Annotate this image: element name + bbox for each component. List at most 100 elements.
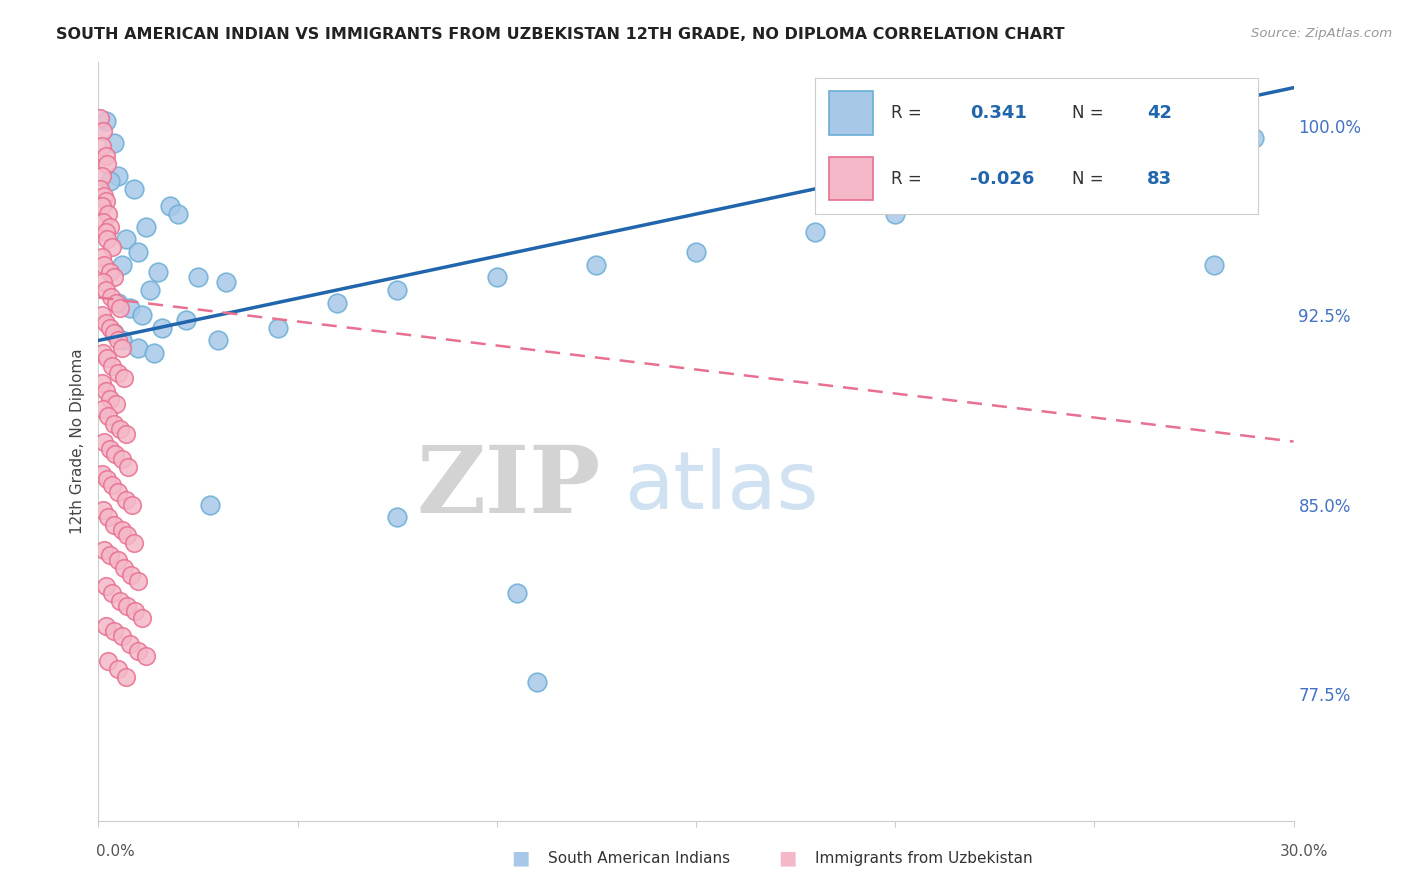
Point (94, 384, 117, 398)
Point (91, 275, 114, 289)
Point (124, 604, 146, 618)
Point (115, 528, 138, 542)
Point (98, 219, 122, 234)
Point (107, 485, 129, 500)
Point (91, 124, 114, 138)
Point (124, 182, 146, 196)
Point (111, 341, 134, 355)
Point (93, 258, 115, 272)
Text: SOUTH AMERICAN INDIAN VS IMMIGRANTS FROM UZBEKISTAN 12TH GRADE, NO DIPLOMA CORRE: SOUTH AMERICAN INDIAN VS IMMIGRANTS FROM… (56, 27, 1064, 42)
Point (124, 535, 146, 549)
Point (96, 351, 118, 366)
Point (89, 182, 111, 196)
Point (1243, 131, 1265, 145)
Point (107, 295, 129, 310)
Text: South American Indians: South American Indians (548, 851, 731, 865)
Point (267, 321, 290, 335)
Point (120, 301, 142, 315)
Point (127, 341, 149, 355)
Point (198, 498, 221, 512)
Point (110, 301, 132, 315)
Point (585, 258, 607, 272)
Point (127, 244, 149, 259)
Point (96, 113, 118, 128)
Point (215, 275, 238, 289)
Point (98, 549, 122, 563)
Point (98, 174, 122, 188)
Point (91, 401, 114, 416)
Point (120, 637, 142, 651)
Point (107, 662, 129, 676)
Point (89, 111, 111, 125)
Point (96, 619, 118, 633)
Point (96, 283, 118, 297)
Point (167, 207, 190, 221)
Point (101, 240, 124, 254)
Point (94, 579, 117, 593)
Point (115, 669, 138, 683)
Point (1202, 258, 1225, 272)
Point (90, 376, 112, 391)
Point (91, 346, 114, 360)
Point (105, 295, 128, 310)
Point (121, 498, 143, 512)
Point (110, 422, 132, 436)
Point (884, 207, 907, 221)
Point (107, 553, 129, 567)
Point (93, 189, 115, 203)
Point (97, 207, 120, 221)
Point (98, 321, 121, 335)
Point (103, 326, 125, 340)
Point (506, 586, 529, 600)
Point (105, 396, 128, 410)
Text: Source: ZipAtlas.com: Source: ZipAtlas.com (1251, 27, 1392, 40)
Point (187, 270, 209, 285)
Point (98, 442, 121, 457)
Point (96, 194, 118, 209)
Point (90, 250, 112, 264)
Point (91, 503, 114, 517)
Point (98, 265, 121, 279)
Point (131, 308, 153, 322)
Point (93, 543, 115, 558)
Point (117, 459, 139, 474)
Point (115, 599, 138, 613)
Point (385, 283, 409, 297)
Point (174, 313, 197, 327)
Point (91, 215, 114, 229)
Text: atlas: atlas (624, 448, 818, 526)
Point (111, 452, 134, 467)
Point (685, 244, 707, 259)
Point (91, 308, 114, 322)
Text: ■: ■ (778, 848, 797, 868)
Point (97, 655, 120, 669)
Point (112, 371, 135, 385)
Point (101, 359, 124, 373)
Point (96, 232, 118, 246)
Point (96, 156, 118, 170)
Point (963, 182, 986, 196)
Point (93, 434, 115, 449)
Point (103, 417, 125, 431)
Point (97, 510, 120, 524)
Point (115, 232, 138, 246)
Text: ■: ■ (510, 848, 530, 868)
Text: Immigrants from Uzbekistan: Immigrants from Uzbekistan (815, 851, 1033, 865)
Point (127, 644, 149, 658)
Point (150, 321, 173, 335)
Point (526, 674, 548, 689)
Point (1182, 98, 1205, 112)
Point (103, 326, 125, 340)
Point (107, 366, 129, 380)
Point (111, 629, 134, 643)
Point (101, 477, 124, 491)
Point (100, 290, 122, 304)
Point (114, 492, 136, 507)
Point (111, 258, 134, 272)
Point (804, 225, 827, 239)
Point (103, 270, 125, 285)
Point (1043, 113, 1066, 128)
Point (385, 510, 409, 524)
Point (127, 574, 149, 588)
Point (94, 149, 117, 163)
